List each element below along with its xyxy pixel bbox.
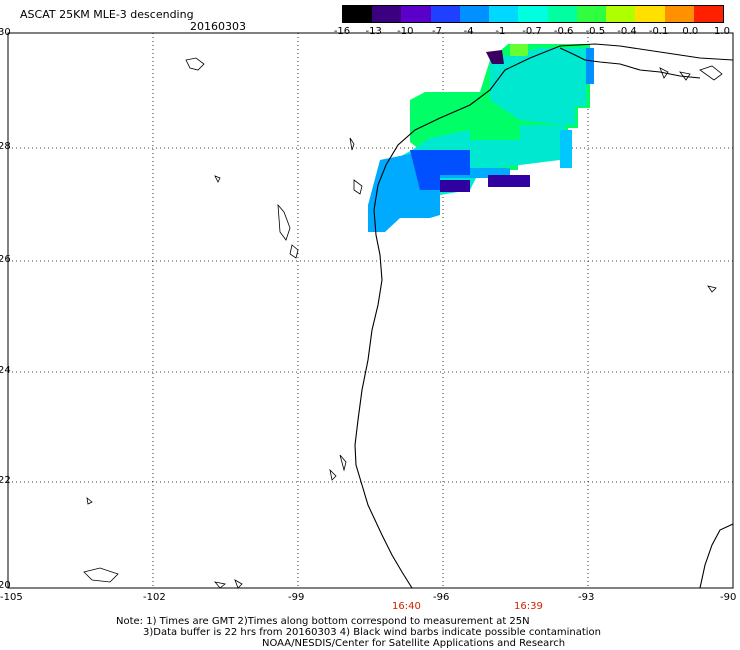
- graticule: [8, 33, 733, 588]
- product-title: ASCAT 25KM MLE-3 descending: [20, 8, 194, 21]
- lon-label: -90: [720, 592, 737, 603]
- colorbar-tick-label: -1: [495, 26, 506, 37]
- lon-label: -96: [433, 592, 450, 603]
- colorbar-tick-label: -4: [463, 26, 474, 37]
- colorbar-swatch: [518, 6, 548, 22]
- colorbar-tick-label: -0.6: [553, 26, 574, 37]
- colorbar-swatch: [606, 6, 636, 22]
- lon-label: -102: [143, 592, 166, 603]
- coastline: [354, 43, 734, 589]
- colorbar-tick-label: -13: [365, 26, 382, 37]
- lat-label: 30: [0, 27, 11, 38]
- lat-label: 24: [0, 365, 11, 376]
- time-label: 16:40: [392, 601, 421, 612]
- colorbar-swatch: [343, 6, 373, 22]
- note-line: 3)Data buffer is 22 hrs from 20160303 4)…: [143, 627, 601, 638]
- lat-label: 26: [0, 254, 11, 265]
- colorbar-swatch: [693, 6, 724, 22]
- colorbar-tick-label: 1.0: [714, 26, 730, 37]
- colorbar-swatch: [430, 6, 460, 22]
- colorbar-swatch: [489, 6, 519, 22]
- colorbar-tick-label: 0.0: [682, 26, 699, 37]
- colorbar-labels: -16 -13 -10 -7 -4 -1 -0.7 -0.6 -0.5 -0.4 -0.1 0.0 1.…: [330, 26, 730, 38]
- note-line: Note: 1) Times are GMT 2)Times along bot…: [116, 616, 530, 627]
- lon-label: -105: [0, 592, 23, 603]
- colorbar-swatch: [576, 6, 607, 22]
- colorbar-tick-label: -16: [333, 26, 351, 37]
- colorbar-tick-label: -10: [397, 26, 414, 37]
- lat-label: 20: [0, 580, 11, 591]
- colorbar-swatch: [547, 6, 577, 22]
- colorbar-swatch: [401, 6, 431, 22]
- product-date: 20160303: [190, 20, 246, 33]
- note-line: NOAA/NESDIS/Center for Satellite Applica…: [262, 638, 566, 649]
- time-label: 16:39: [514, 601, 543, 612]
- colorbar-tick-label: -0.1: [648, 26, 669, 37]
- colorbar-tick-label: -0.7: [522, 26, 542, 37]
- lon-label: -99: [288, 592, 305, 603]
- wind-swath: [368, 44, 594, 232]
- colorbar-swatch: [459, 6, 490, 22]
- colorbar-swatch: [635, 6, 665, 22]
- inland-water-outlines: [83, 57, 723, 589]
- plot-frame: [7, 32, 734, 589]
- colorbar: [342, 5, 724, 23]
- colorbar-tick-label: -7: [432, 26, 442, 37]
- lon-label: -93: [578, 592, 595, 603]
- colorbar-tick-label: -0.4: [617, 26, 637, 37]
- colorbar-swatch: [664, 6, 694, 22]
- lat-label: 22: [0, 475, 11, 486]
- colorbar-swatch: [372, 6, 402, 22]
- colorbar-tick-label: -0.5: [585, 26, 606, 37]
- lat-label: 28: [0, 141, 11, 152]
